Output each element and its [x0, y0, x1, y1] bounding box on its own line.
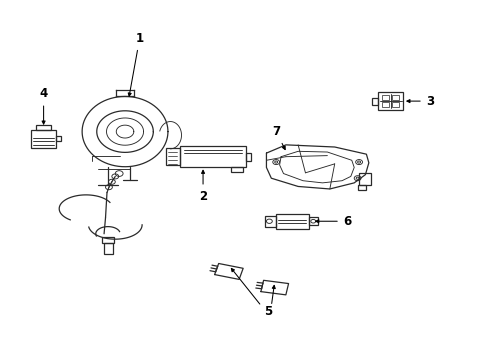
- Text: 6: 6: [315, 215, 350, 228]
- Text: 2: 2: [199, 170, 207, 203]
- Bar: [308, 217, 317, 225]
- Text: 1: 1: [128, 32, 143, 96]
- Bar: [371, 98, 377, 104]
- Bar: [180, 146, 245, 167]
- Text: 4: 4: [40, 87, 48, 124]
- Bar: [102, 237, 114, 243]
- Bar: [31, 130, 56, 148]
- Bar: [264, 216, 275, 226]
- Bar: [382, 102, 388, 107]
- Bar: [231, 167, 243, 172]
- Bar: [104, 243, 113, 253]
- Bar: [166, 148, 180, 165]
- Text: 5: 5: [263, 305, 271, 318]
- Bar: [245, 153, 250, 161]
- Bar: [357, 185, 366, 190]
- Bar: [377, 93, 403, 110]
- Text: 3: 3: [406, 95, 433, 108]
- Bar: [391, 102, 398, 107]
- Text: 7: 7: [272, 125, 285, 149]
- Bar: [36, 125, 51, 130]
- Bar: [56, 136, 61, 141]
- Bar: [382, 95, 388, 100]
- Bar: [358, 173, 370, 185]
- Bar: [391, 95, 398, 100]
- Bar: [275, 214, 308, 229]
